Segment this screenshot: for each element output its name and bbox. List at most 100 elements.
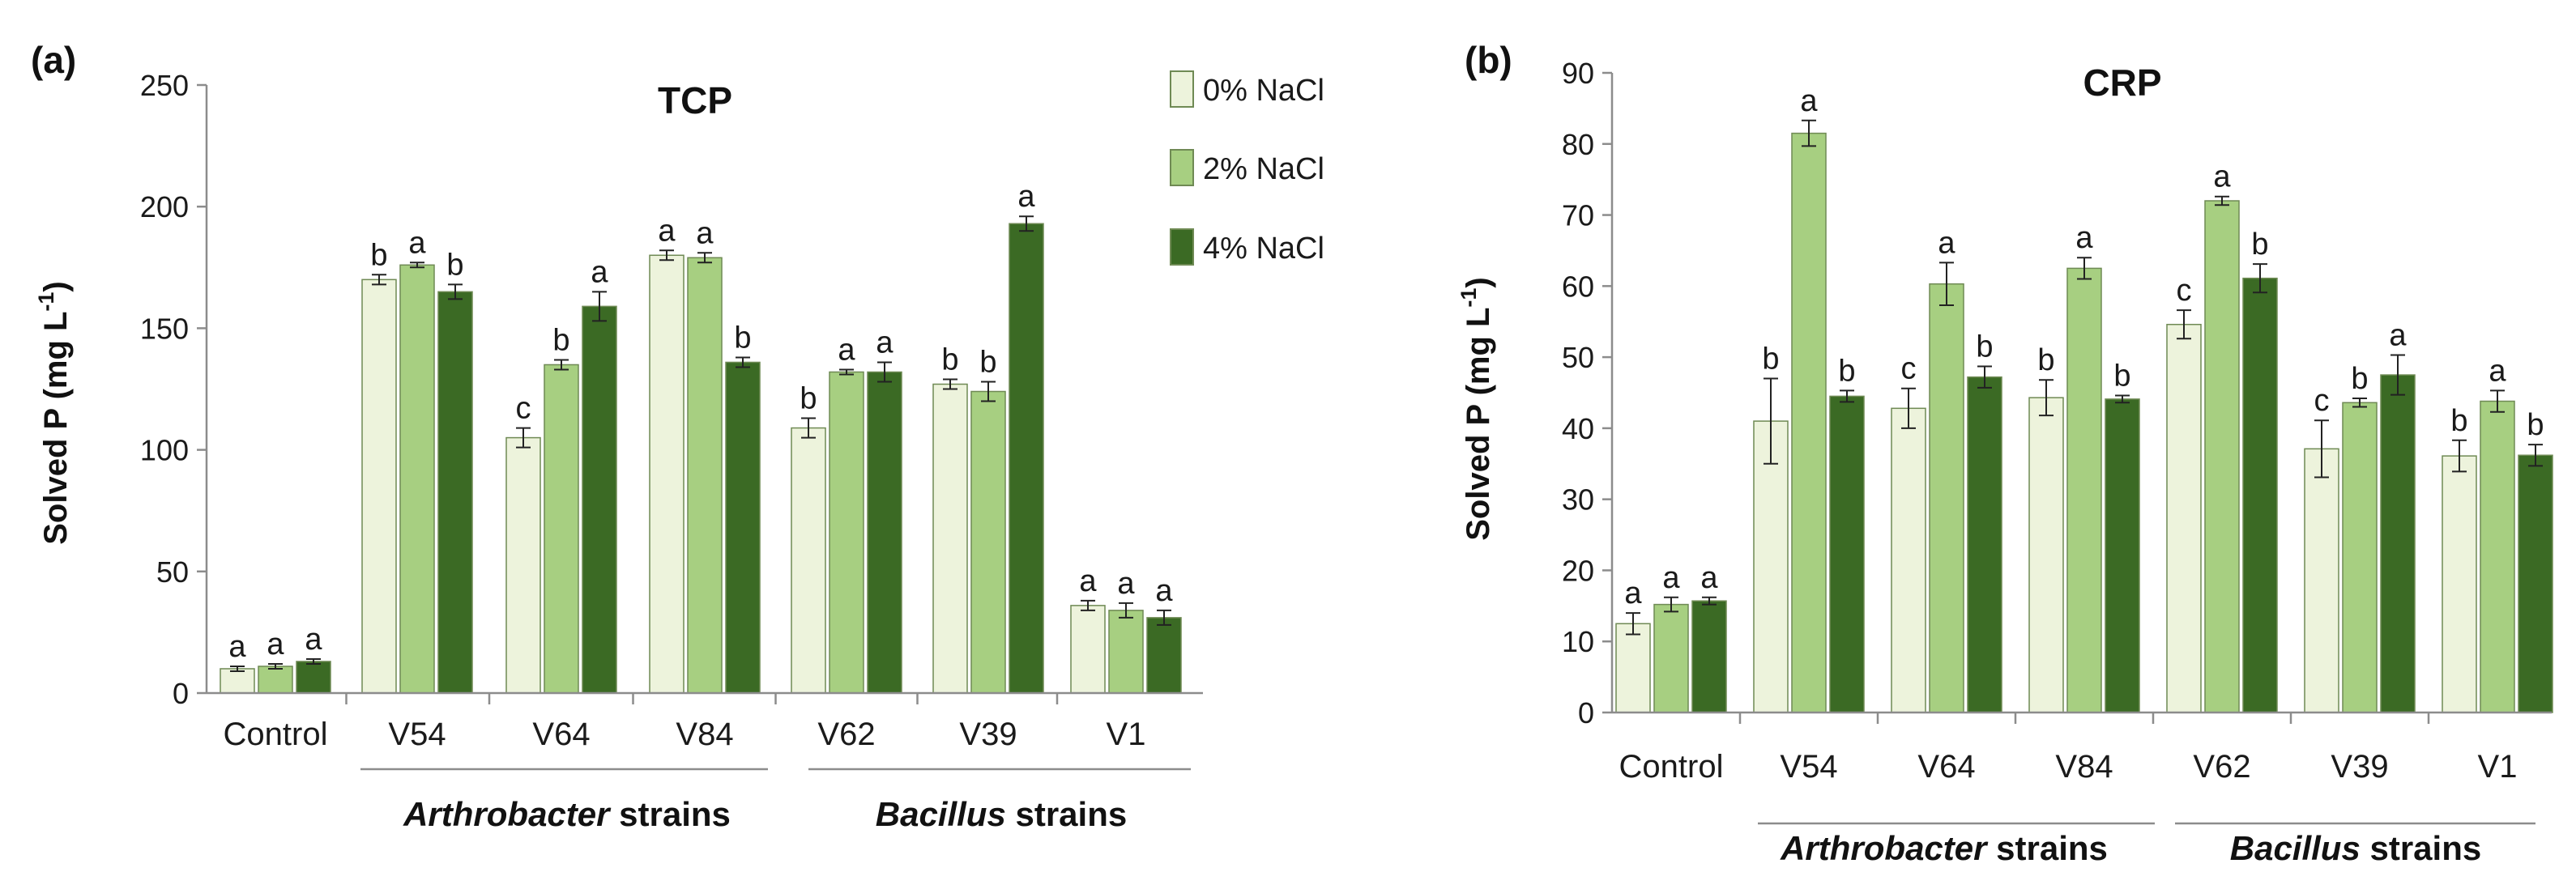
category-label: V84 <box>2055 749 2113 785</box>
significance-letter: a <box>1662 561 1680 595</box>
significance-letter: b <box>2113 359 2130 393</box>
significance-letter: b <box>2251 228 2268 262</box>
bar <box>361 279 397 694</box>
significance-letter: a <box>591 255 608 289</box>
significance-letter: a <box>408 226 426 260</box>
bar <box>582 305 617 694</box>
significance-letter: b <box>2527 408 2544 442</box>
significance-letter: a <box>1117 567 1135 601</box>
significance-letter: a <box>1017 180 1035 214</box>
significance-letter: c <box>516 392 531 426</box>
significance-letter: a <box>228 630 246 664</box>
significance-letter: b <box>552 323 569 357</box>
significance-letter: a <box>2075 221 2093 255</box>
bar <box>2442 455 2477 713</box>
significance-letter: c <box>2314 384 2330 418</box>
y-tick-label: 70 <box>1562 199 1594 232</box>
panel-a-y-axis-label: Solved P (mg L-1) <box>34 281 74 545</box>
bar <box>1753 420 1789 713</box>
bar <box>2518 454 2553 713</box>
bar <box>2028 397 2064 713</box>
bar <box>1146 617 1182 694</box>
bar <box>725 361 761 694</box>
significance-letter: b <box>1762 342 1779 376</box>
bar <box>791 427 826 694</box>
panel-a-label: (a) <box>31 39 76 81</box>
category-label: Control <box>224 717 328 752</box>
y-tick-label: 0 <box>1578 696 1594 730</box>
category-label: V64 <box>1917 749 1975 785</box>
significance-letter: a <box>267 627 284 661</box>
panel-b-group-bacillus: Bacillus strains <box>2230 829 2481 867</box>
significance-letter: b <box>979 345 996 379</box>
y-tick-label: 80 <box>1562 128 1594 161</box>
significance-letter: a <box>1079 564 1097 598</box>
bar <box>2066 267 2102 713</box>
y-tick-label: 250 <box>140 69 189 102</box>
significance-letter: b <box>800 382 817 416</box>
bar <box>970 390 1006 694</box>
y-tick-label: 10 <box>1562 625 1594 658</box>
bar <box>296 661 331 694</box>
category-label: Control <box>1619 749 1724 785</box>
significance-letter: a <box>2389 318 2407 352</box>
panel-a-group-bacillus: Bacillus strains <box>876 795 1127 833</box>
significance-letter: a <box>1155 574 1173 608</box>
panel-a-x-ticks: Control V54 V64 V84 V62 V39 V1 <box>224 693 1145 752</box>
category-label: V54 <box>1780 749 1837 785</box>
significance-letter: b <box>446 248 463 282</box>
significance-letter: b <box>1838 354 1855 388</box>
y-tick-label: 60 <box>1562 270 1594 303</box>
legend-swatch-2 <box>1170 228 1194 266</box>
bar <box>544 364 579 694</box>
significance-letter: b <box>370 238 387 272</box>
y-tick-label: 150 <box>140 312 189 345</box>
panel-a-tcp-chart: (a) TCP Solved P (mg L-1) 0 50 100 150 200 25… <box>31 39 1324 833</box>
category-label: V39 <box>959 717 1017 752</box>
category-label: V1 <box>2478 749 2518 785</box>
significance-letter: a <box>696 216 714 250</box>
bar <box>2304 448 2339 713</box>
panel-a-title: TCP <box>658 79 732 121</box>
panel-b-group-arthrobacter: Arthrobacter strains <box>1780 829 2108 867</box>
y-tick-label: 200 <box>140 190 189 223</box>
bar <box>437 291 473 694</box>
bar <box>1108 610 1144 694</box>
bar <box>1615 623 1651 713</box>
bar <box>1791 132 1827 713</box>
bar <box>932 383 968 694</box>
bar <box>399 264 435 694</box>
bar <box>258 666 293 694</box>
bar <box>1967 376 2002 713</box>
y-tick-label: 90 <box>1562 57 1594 90</box>
bar <box>867 371 902 694</box>
panel-b-title: CRP <box>2083 62 2161 104</box>
significance-letter: b <box>734 321 751 355</box>
panel-b-y-axis-label: Solved P (mg L-1) <box>1456 277 1496 541</box>
bar <box>687 257 723 694</box>
category-label: V64 <box>532 717 590 752</box>
bar <box>2380 374 2416 713</box>
significance-letter: a <box>2489 354 2506 388</box>
category-label: V39 <box>2331 749 2388 785</box>
bar <box>2242 277 2278 713</box>
legend: 0% NaCl 2% NaCl 4% NaCl <box>1170 70 1324 266</box>
bar <box>1653 603 1689 713</box>
significance-letter: a <box>2213 160 2231 194</box>
y-tick-label: 50 <box>156 555 189 589</box>
panel-b-y-ticks: 0 10 20 30 40 50 60 70 80 90 <box>1562 57 1612 730</box>
panel-b-label: (b) <box>1465 39 1512 81</box>
y-tick-label: 30 <box>1562 483 1594 517</box>
category-label: V62 <box>2193 749 2250 785</box>
bar <box>1070 605 1106 694</box>
panel-a-y-ticks: 0 50 100 150 200 250 <box>140 69 207 710</box>
significance-letter: a <box>305 623 322 657</box>
bar <box>2204 200 2240 713</box>
y-tick-label: 40 <box>1562 412 1594 445</box>
y-tick-label: 100 <box>140 434 189 467</box>
legend-swatch-1 <box>1170 149 1194 186</box>
significance-letter: a <box>876 325 893 359</box>
